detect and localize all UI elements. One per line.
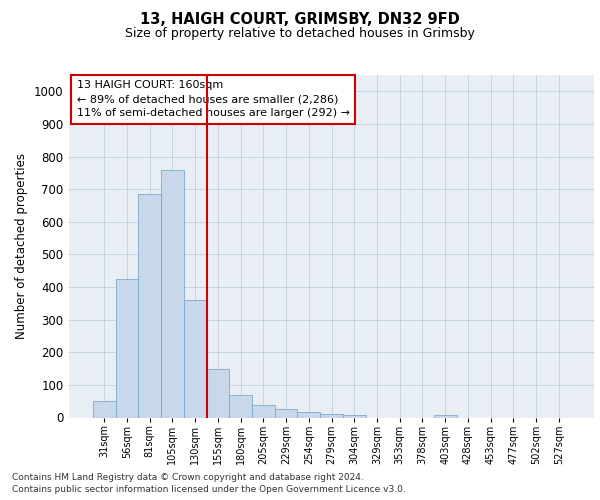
- Bar: [184, 300, 206, 418]
- Bar: [93, 401, 116, 417]
- Text: Size of property relative to detached houses in Grimsby: Size of property relative to detached ho…: [125, 28, 475, 40]
- Bar: [206, 368, 229, 418]
- Bar: [252, 406, 275, 417]
- Bar: [161, 170, 184, 418]
- Bar: [343, 415, 365, 418]
- Text: Contains public sector information licensed under the Open Government Licence v3: Contains public sector information licen…: [12, 485, 406, 494]
- Bar: [116, 279, 139, 417]
- Bar: [434, 415, 457, 418]
- Y-axis label: Number of detached properties: Number of detached properties: [15, 153, 28, 339]
- Text: 13 HAIGH COURT: 160sqm
← 89% of detached houses are smaller (2,286)
11% of semi-: 13 HAIGH COURT: 160sqm ← 89% of detached…: [77, 80, 350, 118]
- Bar: [229, 394, 252, 417]
- Bar: [139, 194, 161, 418]
- Bar: [298, 412, 320, 418]
- Bar: [320, 414, 343, 418]
- Text: 13, HAIGH COURT, GRIMSBY, DN32 9FD: 13, HAIGH COURT, GRIMSBY, DN32 9FD: [140, 12, 460, 28]
- Text: Contains HM Land Registry data © Crown copyright and database right 2024.: Contains HM Land Registry data © Crown c…: [12, 472, 364, 482]
- Bar: [275, 410, 298, 418]
